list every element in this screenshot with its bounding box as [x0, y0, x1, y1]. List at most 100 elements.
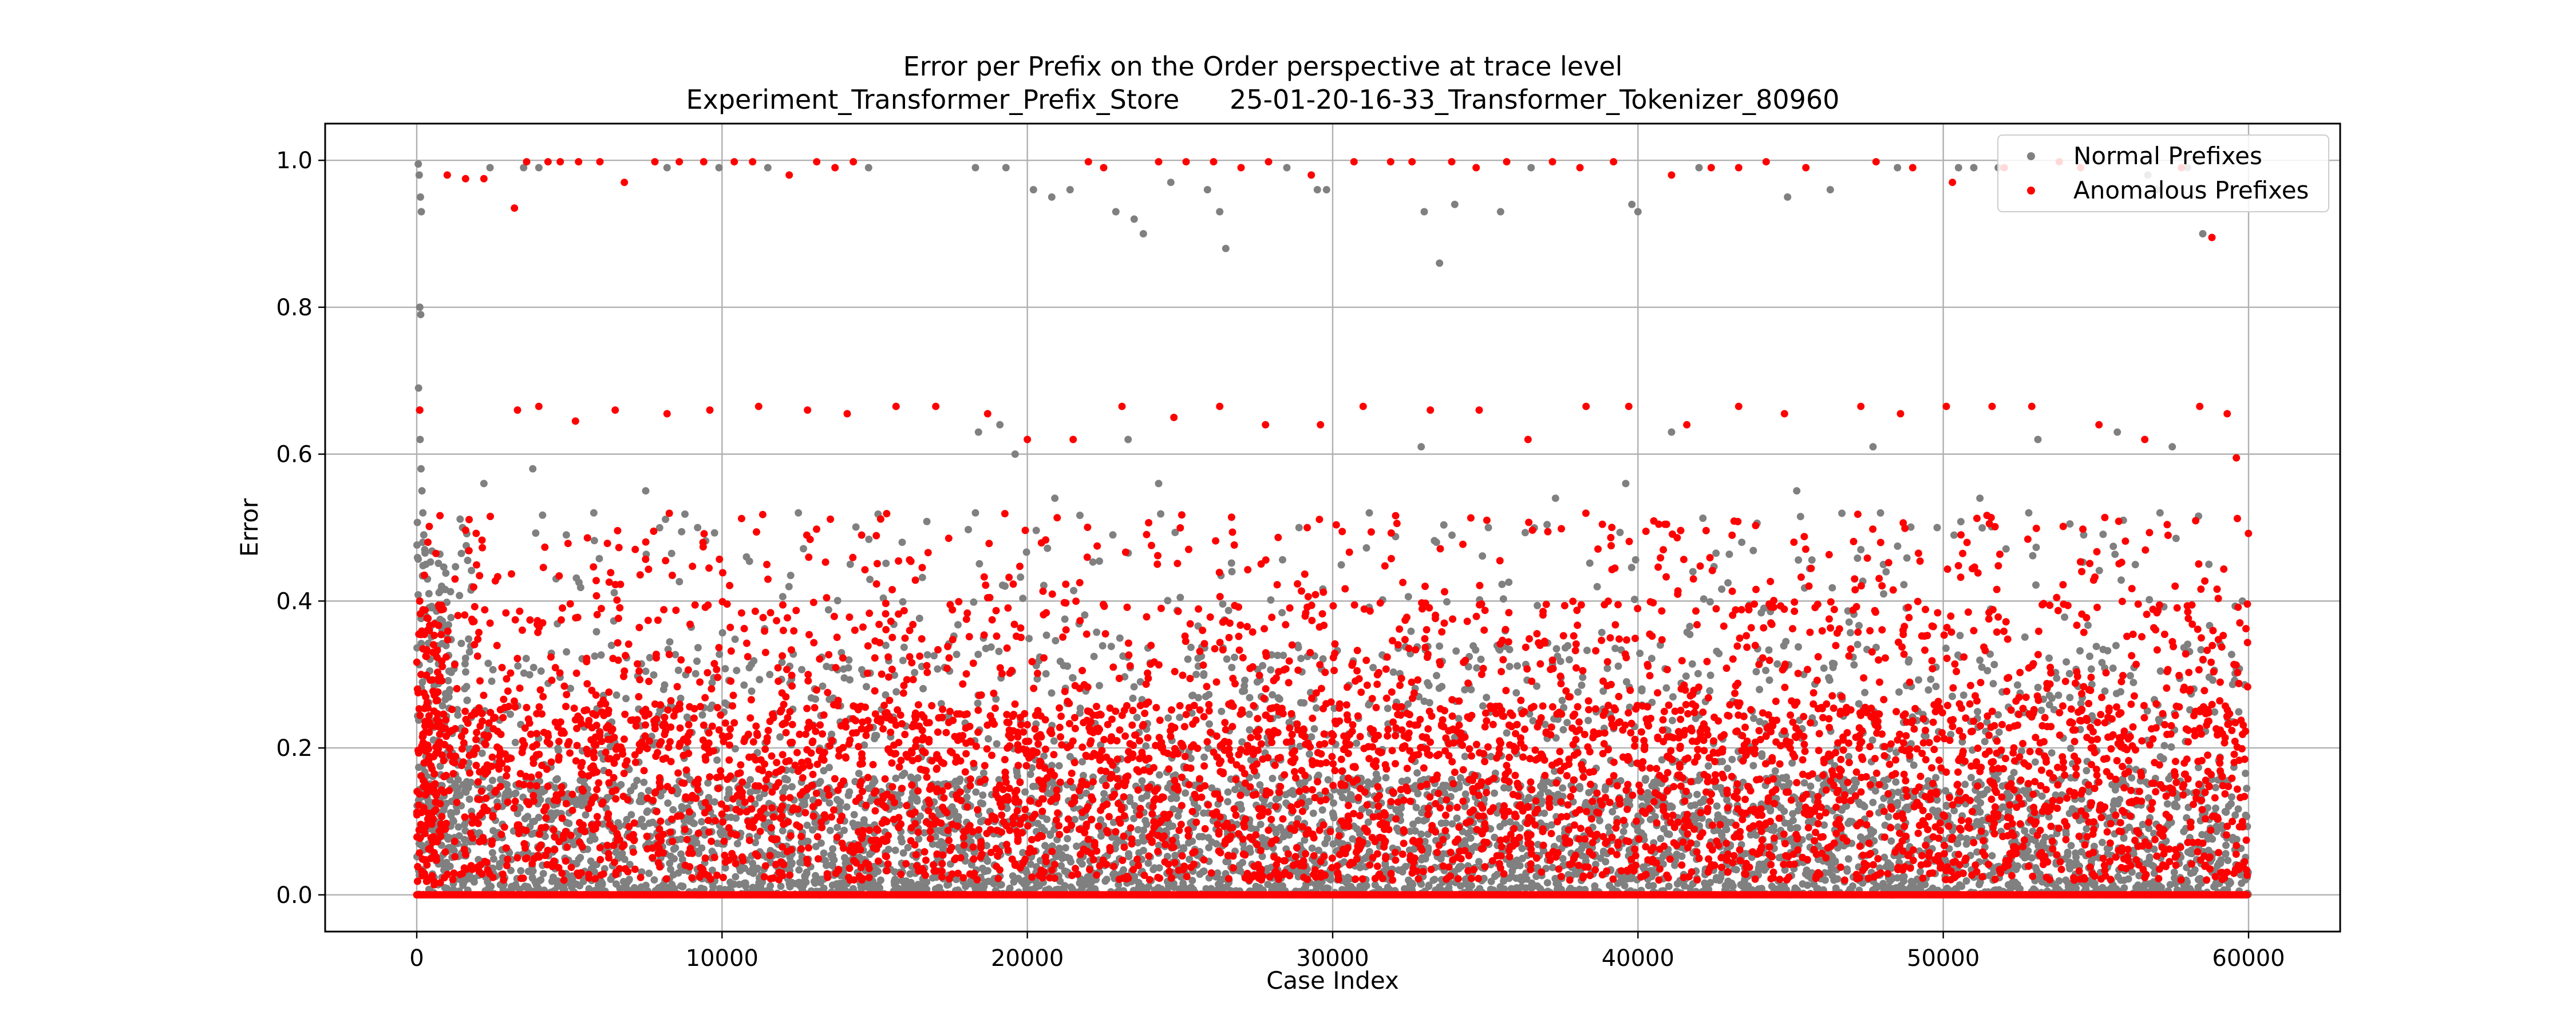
- normal-prefix-point: [667, 865, 674, 873]
- normal-prefix-point: [1929, 806, 1937, 814]
- normal-prefix-point: [983, 842, 991, 850]
- normal-prefix-point: [1330, 799, 1337, 807]
- normal-prefix-point: [1425, 699, 1433, 707]
- normal-prefix-point: [1949, 692, 1956, 700]
- normal-prefix-point: [1998, 782, 2006, 790]
- normal-prefix-point: [1180, 883, 1188, 891]
- normal-prefix-point: [1713, 874, 1720, 882]
- normal-prefix-point: [807, 694, 815, 702]
- normal-prefix-point: [833, 597, 841, 605]
- normal-prefix-point: [1246, 726, 1254, 734]
- normal-prefix-point: [1795, 556, 1803, 564]
- normal-prefix-point: [974, 651, 982, 659]
- normal-prefix-point: [2139, 821, 2147, 829]
- normal-prefix-point: [1959, 691, 1967, 699]
- normal-prefix-point: [2156, 667, 2164, 675]
- normal-prefix-point: [529, 818, 536, 826]
- normal-prefix-point: [621, 855, 629, 863]
- normal-prefix-point: [512, 789, 520, 797]
- normal-prefix-point: [1369, 664, 1377, 672]
- normal-prefix-point: [1762, 667, 1770, 675]
- normal-prefix-point: [1854, 554, 1862, 562]
- normal-prefix-point: [1269, 774, 1277, 782]
- normal-prefix-point: [670, 845, 678, 853]
- normal-prefix-point: [2007, 775, 2015, 782]
- normal-prefix-point: [866, 576, 874, 584]
- normal-prefix-point: [2084, 621, 2092, 629]
- normal-prefix-point: [1749, 546, 1757, 554]
- normal-prefix-point: [1559, 726, 1567, 734]
- normal-prefix-point: [1060, 661, 1068, 670]
- normal-prefix-point: [800, 545, 807, 553]
- normal-prefix-point: [1274, 651, 1282, 659]
- normal-prefix-point: [1669, 693, 1677, 701]
- normal-prefix-point: [1688, 660, 1696, 668]
- normal-prefix-point: [1693, 840, 1701, 848]
- normal-prefix-point: [1194, 654, 1202, 662]
- normal-prefix-point: [2222, 808, 2230, 816]
- normal-prefix-point: [1069, 674, 1077, 682]
- normal-prefix-point: [1314, 771, 1322, 779]
- normal-prefix-point: [456, 515, 464, 523]
- normal-prefix-point: [690, 819, 698, 827]
- normal-prefix-point: [795, 866, 803, 874]
- normal-prefix-point: [1126, 798, 1134, 805]
- normal-prefix-point: [846, 676, 854, 684]
- normal-prefix-point: [1880, 853, 1888, 861]
- normal-prefix-point: [1900, 581, 1908, 589]
- normal-prefix-point: [1439, 781, 1447, 789]
- normal-prefix-point: [2098, 838, 2106, 846]
- normal-prefix-point: [2064, 883, 2072, 891]
- normal-prefix-point: [650, 876, 658, 884]
- normal-prefix-point: [1981, 738, 1989, 746]
- normal-prefix-point: [1609, 808, 1617, 815]
- normal-prefix-point: [2065, 810, 2073, 817]
- normal-prefix-point: [666, 638, 674, 646]
- normal-prefix-point: [710, 798, 718, 806]
- normal-prefix-point: [1574, 688, 1582, 696]
- normal-prefix-point: [731, 635, 739, 643]
- normal-prefix-point: [725, 786, 733, 794]
- normal-prefix-point: [2170, 868, 2178, 876]
- normal-prefix-point: [817, 839, 825, 847]
- normal-prefix-point: [1455, 865, 1462, 873]
- normal-prefix-point: [1064, 835, 1072, 843]
- normal-prefix-point: [597, 651, 605, 659]
- normal-prefix-point: [2172, 534, 2180, 542]
- normal-prefix-point: [1576, 783, 1583, 791]
- normal-prefix-point: [992, 695, 1000, 703]
- normal-prefix-point: [1246, 845, 1254, 853]
- normal-prefix-point: [623, 815, 631, 823]
- normal-prefix-point: [1994, 711, 2002, 719]
- normal-prefix-point: [1089, 558, 1097, 566]
- normal-prefix-point: [1139, 833, 1147, 841]
- normal-prefix-point: [1140, 826, 1148, 834]
- normal-prefix-point: [1186, 855, 1194, 863]
- normal-prefix-point: [1498, 580, 1506, 588]
- normal-prefix-point: [750, 657, 758, 665]
- normal-prefix-point: [864, 785, 872, 793]
- normal-prefix-point: [1069, 783, 1077, 791]
- normal-prefix-point: [2184, 640, 2192, 648]
- normal-prefix-point: [650, 671, 658, 679]
- normal-prefix-point: [1018, 877, 1026, 885]
- normal-prefix-point: [2077, 848, 2085, 856]
- normal-prefix-point: [1205, 691, 1213, 699]
- normal-prefix-point: [1097, 741, 1105, 749]
- normal-prefix-point: [1925, 686, 1933, 694]
- normal-prefix-point: [1138, 777, 1146, 785]
- normal-prefix-point: [1500, 819, 1508, 827]
- normal-prefix-point: [778, 659, 786, 666]
- normal-prefix-point: [1199, 868, 1207, 876]
- normal-prefix-point: [923, 651, 931, 659]
- normal-prefix-point: [828, 730, 836, 738]
- normal-prefix-point: [724, 794, 732, 802]
- normal-prefix-point: [1212, 840, 1220, 848]
- normal-prefix-point: [1131, 802, 1139, 810]
- normal-prefix-point: [1052, 637, 1060, 645]
- normal-prefix-point: [899, 849, 907, 857]
- normal-prefix-point: [892, 774, 900, 782]
- normal-prefix-point: [484, 659, 492, 667]
- normal-prefix-point: [972, 788, 980, 796]
- normal-prefix-point: [1252, 882, 1260, 890]
